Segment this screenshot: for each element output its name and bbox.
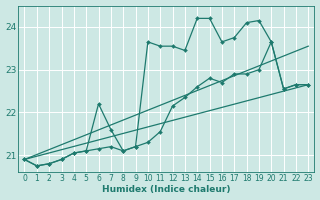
X-axis label: Humidex (Indice chaleur): Humidex (Indice chaleur) <box>102 185 231 194</box>
